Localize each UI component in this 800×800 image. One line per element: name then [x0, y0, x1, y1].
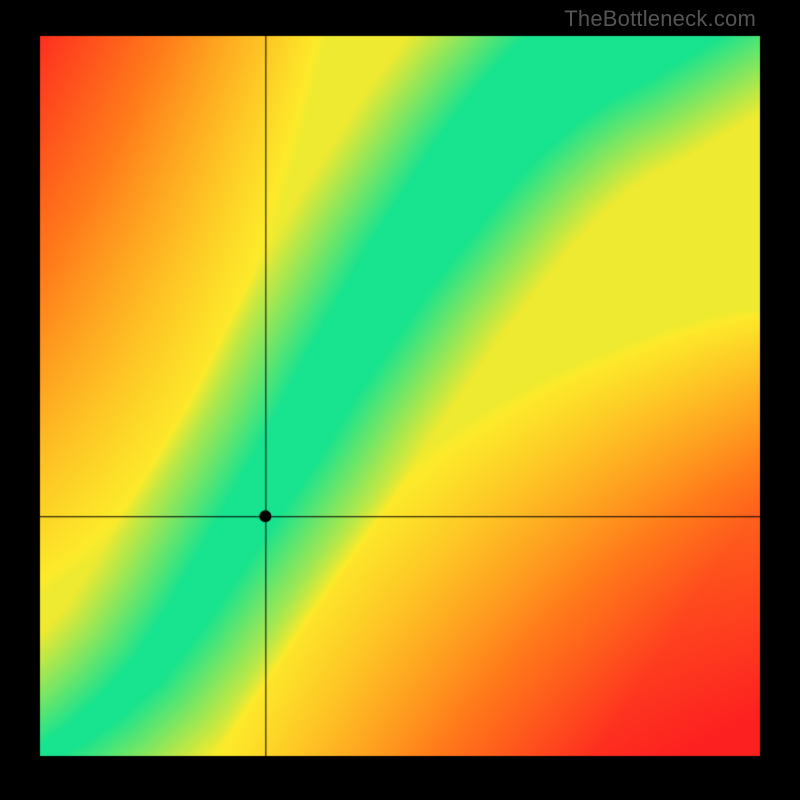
chart-container: TheBottleneck.com — [0, 0, 800, 800]
bottleneck-heatmap — [0, 0, 800, 800]
watermark-text: TheBottleneck.com — [564, 6, 756, 32]
